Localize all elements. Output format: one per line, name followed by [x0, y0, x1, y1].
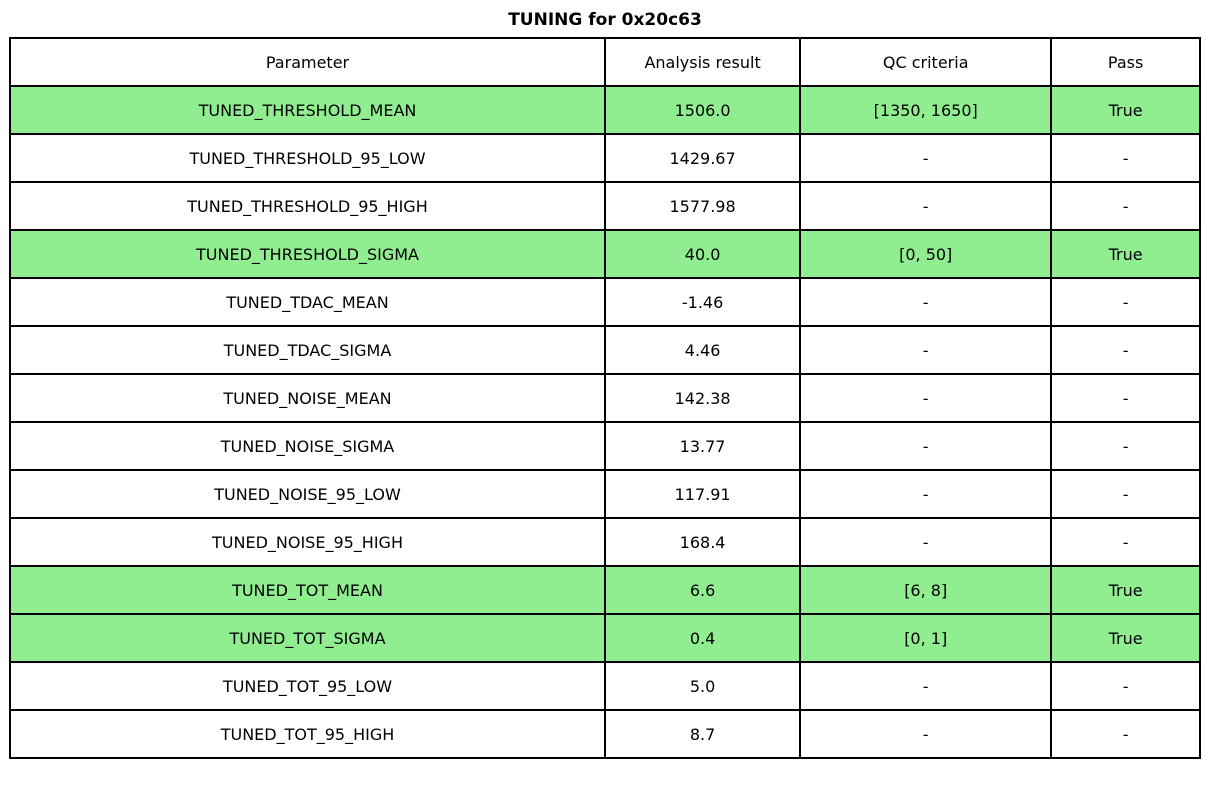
cell-parameter: TUNED_NOISE_SIGMA: [9, 421, 606, 471]
cell-analysis-result: 0.4: [603, 613, 802, 663]
cell-analysis-result: 8.7: [603, 709, 802, 759]
cell-pass: -: [1050, 181, 1201, 231]
cell-pass: True: [1050, 229, 1201, 279]
cell-analysis-result: 168.4: [603, 517, 802, 567]
cell-qc-criteria: [0, 1]: [799, 613, 1053, 663]
cell-parameter: TUNED_TDAC_SIGMA: [9, 325, 606, 375]
table-row: TUNED_NOISE_MEAN 142.38- -: [9, 373, 1201, 423]
cell-qc-criteria: [0, 50]: [799, 229, 1053, 279]
cell-analysis-result: 5.0: [603, 661, 802, 711]
cell-pass: -: [1050, 421, 1201, 471]
column-header-pass: Pass: [1050, 37, 1201, 87]
cell-qc-criteria: -: [799, 181, 1053, 231]
cell-parameter: TUNED_NOISE_95_LOW: [9, 469, 606, 519]
table-row: TUNED_THRESHOLD_95_LOW 1429.67- -: [9, 133, 1201, 183]
cell-analysis-result: 117.91: [603, 469, 802, 519]
cell-parameter: TUNED_THRESHOLD_95_HIGH: [9, 181, 606, 231]
cell-parameter: TUNED_THRESHOLD_95_LOW: [9, 133, 606, 183]
table-row: TUNED_TDAC_MEAN -1.46- -: [9, 277, 1201, 327]
table-row: TUNED_TOT_95_HIGH 8.7- -: [9, 709, 1201, 759]
cell-parameter: TUNED_TOT_MEAN: [9, 565, 606, 615]
cell-pass: -: [1050, 325, 1201, 375]
table-row: TUNED_NOISE_95_LOW 117.91- -: [9, 469, 1201, 519]
cell-pass: -: [1050, 709, 1201, 759]
cell-pass: -: [1050, 277, 1201, 327]
table-row: TUNED_THRESHOLD_SIGMA 40.0 [0, 50] True: [9, 229, 1201, 279]
column-header-qc-criteria: QC criteria: [799, 37, 1053, 87]
chart-title: TUNING for 0x20c63: [508, 10, 702, 30]
cell-parameter: TUNED_NOISE_MEAN: [9, 373, 606, 423]
column-header-analysis-result: Analysis result: [603, 37, 802, 87]
cell-qc-criteria: -: [799, 133, 1053, 183]
qc-table: Parameter Analysis result QC criteria Pa…: [9, 37, 1201, 759]
table-row: TUNED_TOT_95_LOW 5.0- -: [9, 661, 1201, 711]
cell-qc-criteria: -: [799, 709, 1053, 759]
cell-pass: True: [1050, 85, 1201, 135]
table-row: TUNED_NOISE_95_HIGH 168.4- -: [9, 517, 1201, 567]
cell-analysis-result: 6.6: [603, 565, 802, 615]
cell-analysis-result: 1506.0: [603, 85, 802, 135]
cell-parameter: TUNED_THRESHOLD_MEAN: [9, 85, 606, 135]
column-header-parameter: Parameter: [9, 37, 606, 87]
table-row: TUNED_NOISE_SIGMA 13.77- -: [9, 421, 1201, 471]
cell-qc-criteria: [6, 8]: [799, 565, 1053, 615]
cell-analysis-result: 1577.98: [603, 181, 802, 231]
table-row: TUNED_THRESHOLD_MEAN 1506.0 [1350, 1650] Tr…: [9, 85, 1201, 135]
cell-analysis-result: -1.46: [603, 277, 802, 327]
cell-qc-criteria: -: [799, 661, 1053, 711]
cell-pass: -: [1050, 661, 1201, 711]
cell-analysis-result: 13.77: [603, 421, 802, 471]
cell-pass: True: [1050, 565, 1201, 615]
cell-pass: -: [1050, 469, 1201, 519]
cell-qc-criteria: -: [799, 421, 1053, 471]
cell-parameter: TUNED_TOT_95_HIGH: [9, 709, 606, 759]
table-row: TUNED_THRESHOLD_95_HIGH 1577.98- -: [9, 181, 1201, 231]
cell-qc-criteria: -: [799, 469, 1053, 519]
cell-analysis-result: 4.46: [603, 325, 802, 375]
table-row: TUNED_TOT_SIGMA 0.4 [0, 1] True: [9, 613, 1201, 663]
cell-qc-criteria: -: [799, 325, 1053, 375]
cell-analysis-result: 40.0: [603, 229, 802, 279]
cell-parameter: TUNED_TDAC_MEAN: [9, 277, 606, 327]
cell-qc-criteria: [1350, 1650]: [799, 85, 1053, 135]
table-body: TUNED_THRESHOLD_MEAN 1506.0 [1350, 1650] Tr…: [9, 85, 1201, 759]
header-row: Parameter Analysis result QC criteria Pa…: [9, 37, 1201, 87]
cell-qc-criteria: -: [799, 517, 1053, 567]
cell-pass: -: [1050, 373, 1201, 423]
cell-qc-criteria: -: [799, 373, 1053, 423]
table-row: TUNED_TDAC_SIGMA 4.46- -: [9, 325, 1201, 375]
cell-parameter: TUNED_TOT_SIGMA: [9, 613, 606, 663]
cell-qc-criteria: -: [799, 277, 1053, 327]
cell-analysis-result: 1429.67: [603, 133, 802, 183]
cell-pass: True: [1050, 613, 1201, 663]
cell-parameter: TUNED_THRESHOLD_SIGMA: [9, 229, 606, 279]
cell-pass: -: [1050, 133, 1201, 183]
cell-pass: -: [1050, 517, 1201, 567]
cell-parameter: TUNED_TOT_95_LOW: [9, 661, 606, 711]
cell-analysis-result: 142.38: [603, 373, 802, 423]
cell-parameter: TUNED_NOISE_95_HIGH: [9, 517, 606, 567]
table-row: TUNED_TOT_MEAN 6.6 [6, 8] True: [9, 565, 1201, 615]
